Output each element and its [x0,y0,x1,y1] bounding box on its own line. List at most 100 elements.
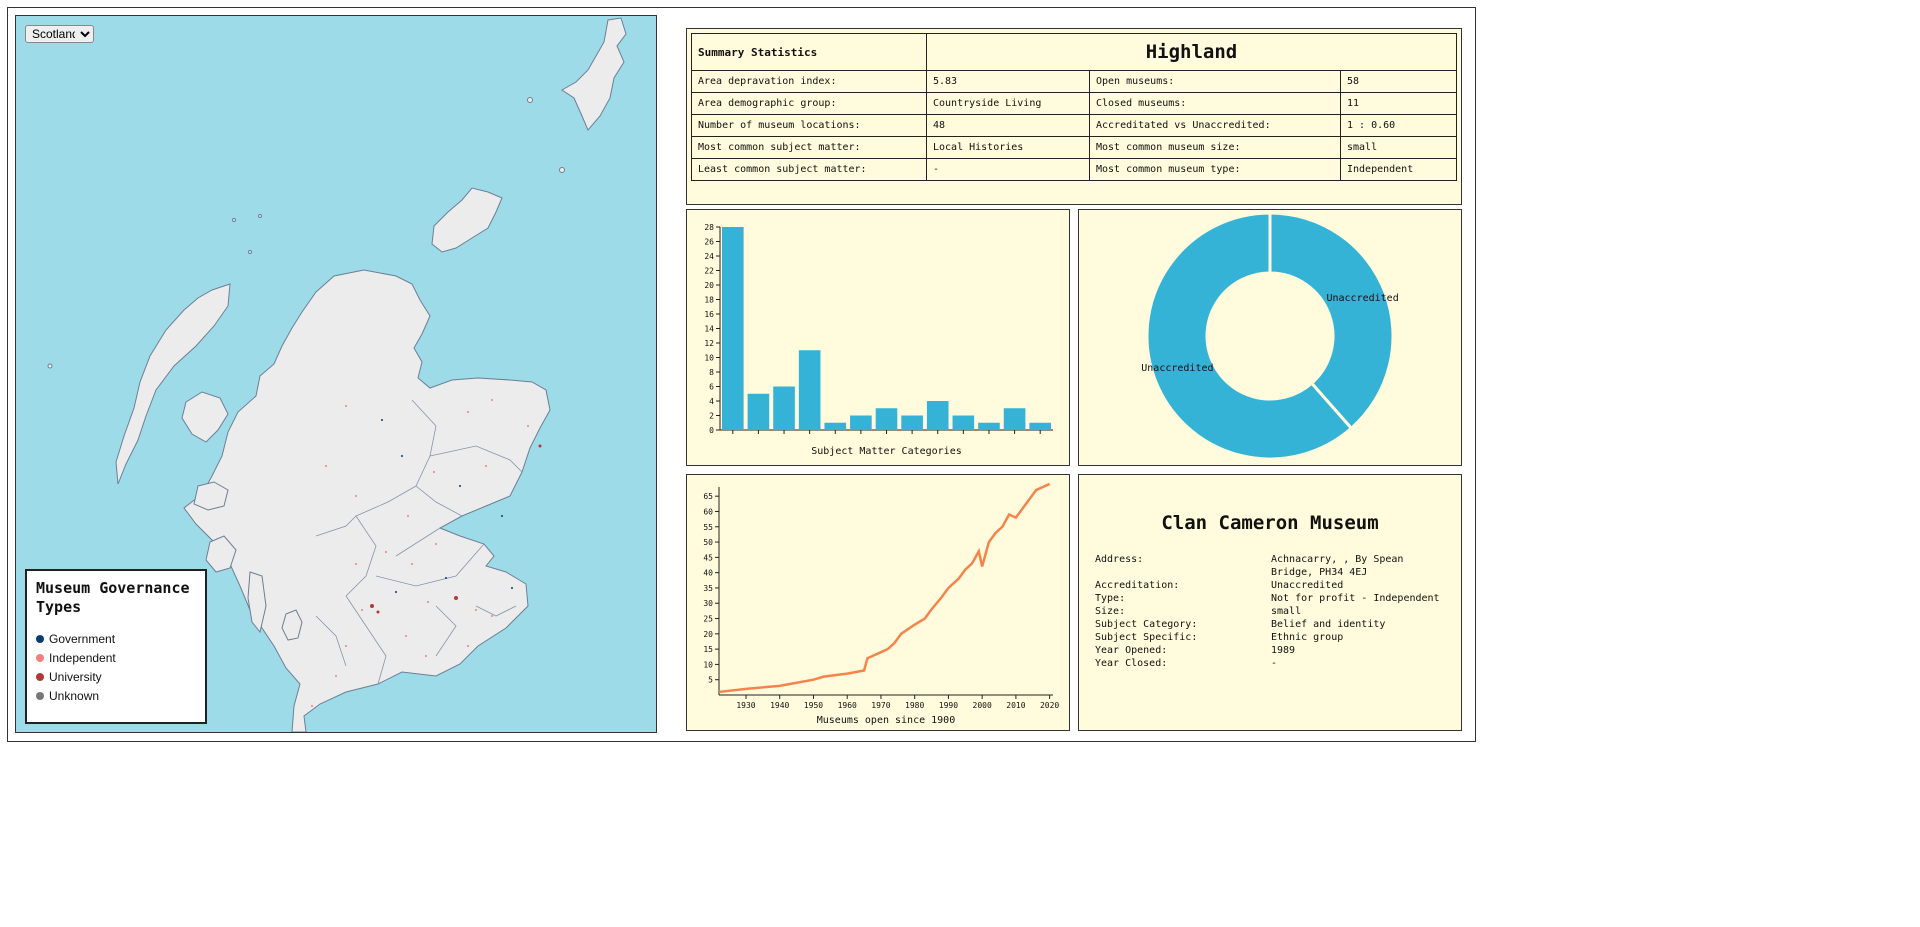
legend-label: University [49,669,102,684]
scotland-map[interactable] [16,16,656,732]
stat-key: Number of museum locations: [691,114,927,137]
x-axis-label: Museums open since 1900 [817,715,955,726]
stat-value: small [1340,136,1457,159]
museum-field-row: Subject Specific: Ethnic group [1095,631,1451,644]
bar [747,393,770,430]
x-tick-label: 2000 [973,701,992,710]
stat-key: Most common museum size: [1089,136,1341,159]
museum-field-row: Accreditation: Unaccredited [1095,579,1451,592]
field-key: Accreditation: [1095,580,1180,591]
field-key: Subject Specific: [1095,632,1198,643]
y-tick-label: 5 [708,676,713,685]
stat-key: Area depravation index: [691,70,927,93]
dashboard-frame [7,7,1476,742]
stat-value: Countryside Living [926,92,1090,115]
y-tick-label: 60 [703,507,713,516]
summary-row: Area demographic group: Countryside Livi… [691,92,1457,115]
legend-item-university: University [36,667,196,686]
bar [875,408,898,430]
summary-heading: Summary Statistics [691,33,927,71]
legend-dot [36,672,44,681]
summary-table: Summary Statistics Highland Area deprava… [691,33,1457,181]
stat-key: Open museums: [1089,70,1341,93]
bar [1029,422,1051,430]
stat-key: Closed museums: [1089,92,1341,115]
stat-value: 11 [1340,92,1457,115]
museum-field-row: Type: Not for profit - Independent [1095,592,1451,605]
accreditation-donut-panel: Unaccredited Unaccredited [1078,209,1462,466]
x-tick-label: 1990 [939,701,958,710]
y-tick-label: 0 [709,426,714,435]
donut-slice [1268,211,1395,431]
summary-row: Least common subject matter: - Most comm… [691,158,1457,181]
y-tick-label: 25 [703,615,713,624]
field-key: Year Closed: [1095,658,1168,669]
y-tick-label: 8 [709,368,714,377]
legend-title: Museum Governance Types [36,579,190,616]
summary-row: Most common subject matter: Local Histor… [691,136,1457,159]
field-key: Subject Category: [1095,619,1198,630]
y-tick-label: 2 [709,412,714,421]
map-panel[interactable]: Scotland Museum Governance Types Governm… [15,15,657,733]
bar [798,350,821,430]
summary-row: Number of museum locations: 48 Accredita… [691,114,1457,137]
field-value: - [1271,658,1278,669]
museum-detail-panel: Clan Cameron Museum Address: Achnacarry, … [1078,474,1462,731]
field-key: Size: [1095,606,1126,617]
field-key: Address: [1095,554,1144,565]
stat-value: 5.83 [926,70,1090,93]
stat-key: Accreditated vs Unaccredited: [1089,114,1341,137]
field-value: Ethnic group [1271,632,1344,643]
field-value: small [1271,606,1302,617]
legend-item-government: Government [36,629,196,648]
museums-open-line-chart[interactable]: 5 10 15 20 25 30 35 40 45 50 55 60 65 1930 1940 1950 196… [687,475,1069,730]
y-tick-label: 16 [704,310,714,319]
bar [773,386,795,430]
legend-label: Independent [49,650,116,665]
stat-value: 58 [1340,70,1457,93]
x-tick-label: 1960 [838,701,857,710]
y-tick-label: 20 [703,630,713,639]
x-tick-label: 1980 [905,701,924,710]
y-tick-label: 22 [704,267,714,276]
y-tick-label: 26 [704,238,714,247]
region-select[interactable]: Scotland [25,25,94,43]
field-value: Unaccredited [1271,580,1344,591]
stat-key: Most common subject matter: [691,136,927,159]
bar [952,415,975,430]
y-tick-label: 24 [704,252,714,261]
stat-key: Most common museum type: [1089,158,1341,181]
legend-item-independent: Independent [36,648,196,667]
x-axis-label: Subject Matter Categories [811,446,962,457]
series-line [718,482,1051,694]
legend-label: Unknown [49,688,100,703]
y-tick-label: 35 [703,584,713,593]
museum-fields: Address: Achnacarry, , By Spean Bridge, P… [1095,553,1451,670]
bar [850,415,872,430]
stat-value: Local Histories [926,136,1090,159]
y-tick-label: 6 [709,383,714,392]
legend-label: Government [49,631,116,646]
bar [1003,408,1026,430]
bar [824,422,847,430]
bar [926,401,949,430]
y-tick-label: 30 [703,599,713,608]
museum-field-row: Subject Category: Belief and identity [1095,618,1451,631]
museum-field-row: Size: small [1095,605,1451,618]
stat-value: - [926,158,1090,181]
slice-label: Unaccredited [1141,363,1213,374]
museum-name: Clan Cameron Museum [1161,512,1379,534]
stat-key: Least common subject matter: [691,158,927,181]
area-name: Highland [926,33,1457,71]
y-tick-label: 15 [703,645,713,654]
summary-row: Area depravation index: 5.83 Open museum… [691,70,1457,93]
accreditation-donut-chart[interactable]: Unaccredited Unaccredited [1079,210,1461,465]
x-tick-label: 1970 [871,701,890,710]
bar [978,422,1000,430]
museums-open-line-chart-panel: 5 10 15 20 25 30 35 40 45 50 55 60 65 1930 1940 1950 196… [686,474,1070,731]
y-tick-label: 4 [709,397,714,406]
stat-value: 1 : 0.60 [1340,114,1457,137]
legend-dot [36,634,44,643]
y-tick-label: 10 [703,660,713,669]
